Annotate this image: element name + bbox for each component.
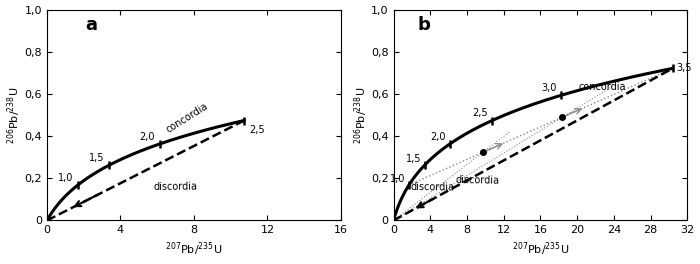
Text: 2,0: 2,0	[430, 132, 446, 142]
Text: 3,5: 3,5	[676, 63, 692, 73]
Text: 1,5: 1,5	[406, 154, 421, 164]
X-axis label: $^{207}$Pb/$^{235}$U: $^{207}$Pb/$^{235}$U	[165, 241, 223, 258]
Text: concordia: concordia	[164, 101, 209, 134]
Text: 1,0: 1,0	[58, 173, 74, 183]
Text: b: b	[417, 16, 430, 34]
Text: 2,5: 2,5	[473, 109, 488, 119]
Text: 2,5: 2,5	[250, 125, 265, 135]
Text: discordia: discordia	[410, 182, 454, 192]
Text: a: a	[85, 16, 97, 34]
Text: discordia: discordia	[153, 181, 197, 192]
X-axis label: $^{207}$Pb/$^{235}$U: $^{207}$Pb/$^{235}$U	[512, 241, 569, 258]
Text: concordia: concordia	[579, 82, 626, 92]
Text: 1,5: 1,5	[89, 153, 104, 163]
Y-axis label: $^{206}$Pb/$^{238}$U: $^{206}$Pb/$^{238}$U	[352, 86, 370, 144]
Y-axis label: $^{206}$Pb/$^{238}$U: $^{206}$Pb/$^{238}$U	[6, 86, 23, 144]
Text: 1,0: 1,0	[391, 174, 406, 184]
Text: 3,0: 3,0	[541, 83, 556, 93]
Text: 2,0: 2,0	[139, 132, 155, 142]
Text: discordia: discordia	[455, 175, 499, 186]
